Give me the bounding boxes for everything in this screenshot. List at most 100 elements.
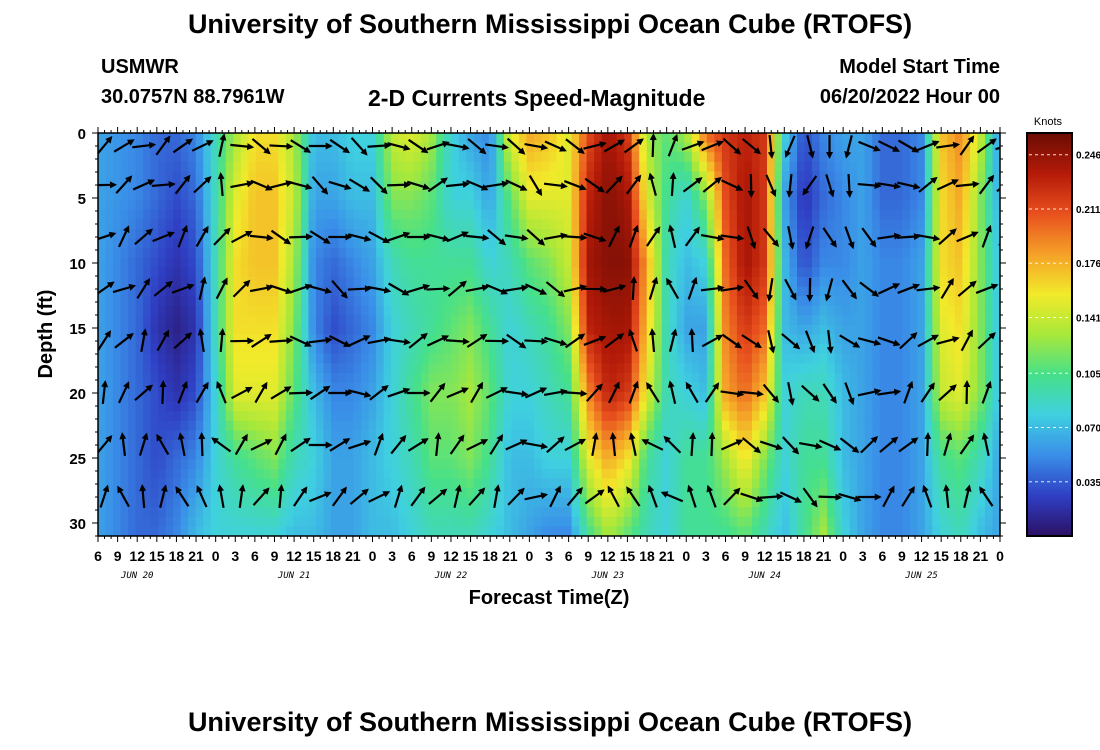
heat-cell (616, 200, 625, 211)
heat-cell (609, 305, 618, 316)
heat-cell (834, 468, 843, 480)
heat-cell (353, 382, 362, 393)
heat-cell (188, 363, 197, 374)
heat-cell (947, 142, 956, 153)
heat-cell (285, 507, 295, 518)
heat-cell (105, 219, 114, 230)
heat-cell (759, 420, 768, 432)
heat-cell (188, 161, 197, 172)
heat-cell (98, 190, 107, 201)
heat-cell (346, 430, 355, 441)
heat-cell (789, 267, 798, 278)
heat-cell (864, 142, 873, 153)
heat-cell (902, 200, 911, 211)
heat-cell (353, 516, 362, 528)
heat-cell (188, 190, 197, 201)
heat-cell (511, 372, 520, 384)
heat-cell (789, 430, 798, 441)
heat-cell (195, 296, 204, 307)
heat-cell (376, 209, 385, 220)
heat-cell (984, 238, 994, 249)
heat-cell (406, 420, 415, 432)
heat-cell (699, 440, 708, 451)
heat-cell (443, 526, 452, 536)
heat-cell (624, 382, 633, 393)
heat-cell (285, 459, 295, 470)
heat-cell (511, 142, 520, 153)
heat-cell (684, 478, 693, 489)
heat-cell (533, 228, 543, 240)
heat-cell (736, 372, 746, 384)
heat-cell (714, 133, 723, 144)
heat-cell (646, 305, 655, 316)
heat-cell (706, 401, 715, 412)
heat-cell (173, 430, 182, 441)
heat-cell (579, 315, 588, 326)
heat-cell (383, 267, 392, 278)
heat-cell (331, 286, 340, 297)
heat-cell (496, 257, 505, 268)
heat-cell (954, 296, 964, 307)
heat-cell (421, 449, 430, 460)
heat-cell (714, 440, 723, 451)
heat-cell (909, 497, 918, 508)
heat-cell (661, 478, 670, 489)
heat-cell (932, 459, 941, 470)
heat-cell (240, 497, 249, 508)
heat-cell (128, 372, 137, 384)
heat-cell (774, 228, 783, 240)
heat-cell (195, 257, 204, 268)
heat-cell (879, 142, 888, 153)
heat-cell (466, 430, 475, 441)
heat-cell (872, 324, 881, 336)
heat-cell (135, 161, 144, 172)
heat-cell (556, 305, 565, 316)
heat-cell (939, 334, 948, 345)
heat-cell (782, 305, 791, 316)
heat-cell (158, 219, 167, 230)
heat-cell (270, 353, 279, 364)
heat-cell (714, 507, 723, 518)
heat-cell (443, 228, 452, 240)
heat-cell (864, 411, 873, 422)
heat-cell (526, 248, 535, 259)
heat-cell (984, 133, 994, 144)
heat-cell (932, 488, 941, 499)
heat-cell (676, 526, 685, 536)
heat-cell (278, 401, 287, 412)
heat-cell (744, 459, 753, 470)
heat-cell (308, 411, 317, 422)
heat-cell (579, 497, 588, 508)
heat-cell (300, 334, 310, 345)
heat-cell (879, 440, 888, 451)
heat-cell (646, 344, 655, 355)
heat-cell (729, 507, 738, 518)
heat-cell (346, 401, 355, 412)
heat-cell (819, 497, 828, 508)
heat-cell (977, 257, 986, 268)
heat-cell (533, 209, 543, 220)
heat-cell (706, 228, 715, 240)
heat-cell (872, 305, 881, 316)
heat-cell (646, 411, 655, 422)
heat-cell (879, 449, 888, 460)
heat-cell (113, 334, 122, 345)
heat-cell (398, 382, 407, 393)
heat-cell (774, 180, 783, 192)
heat-cell (669, 296, 678, 307)
heat-cell (323, 142, 332, 153)
heat-cell (233, 420, 242, 432)
heat-cell (458, 296, 467, 307)
heat-cell (586, 276, 595, 288)
heat-cell (165, 171, 174, 182)
heat-cell (909, 171, 918, 182)
heat-cell (571, 382, 580, 393)
heat-cell (842, 430, 851, 441)
heat-cell (661, 344, 670, 355)
heat-cell (248, 344, 257, 355)
heat-cell (774, 478, 783, 489)
heat-cell (909, 133, 918, 144)
heat-cell (203, 276, 212, 288)
heat-cell (436, 459, 445, 470)
heat-cell (616, 420, 625, 432)
